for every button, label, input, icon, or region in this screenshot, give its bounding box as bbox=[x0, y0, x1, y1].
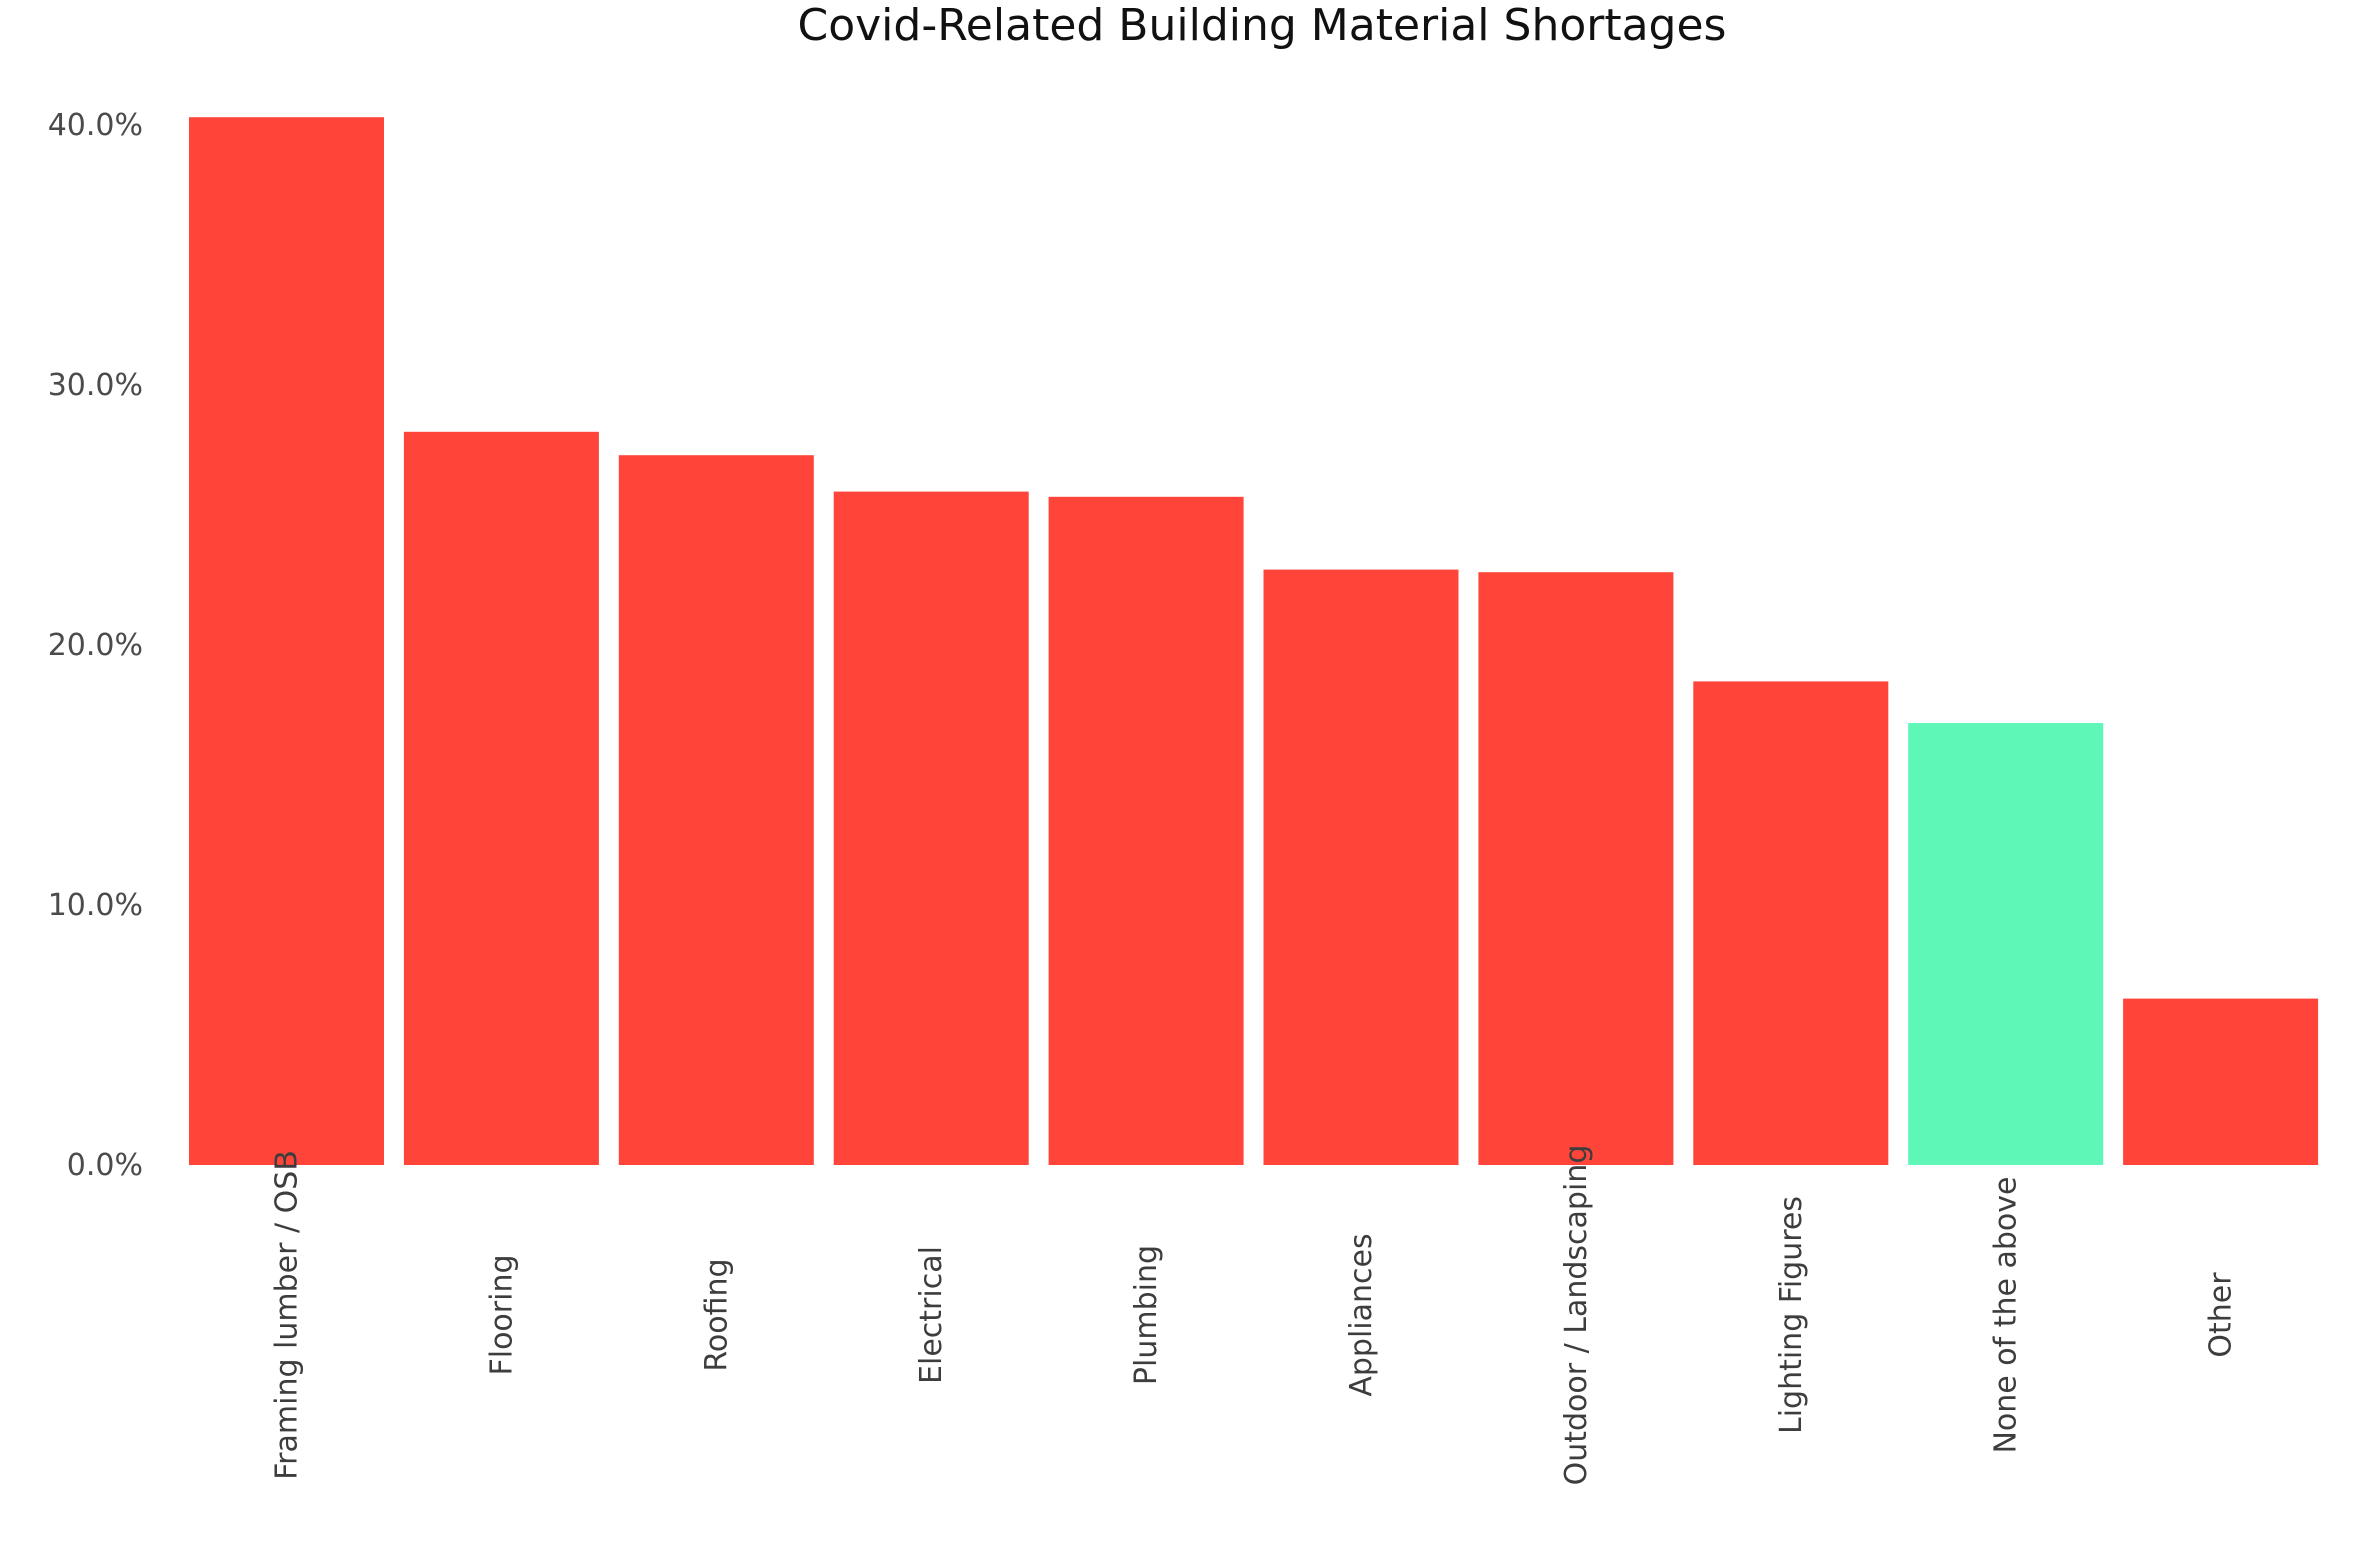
y-tick-label: 0.0% bbox=[67, 1148, 143, 1183]
x-category-label: Flooring bbox=[484, 1254, 519, 1375]
x-axis-labels: Framing lumber / OSB Flooring Roofing Elect… bbox=[270, 1145, 2239, 1486]
y-axis: 0.0% 10.0% 20.0% 30.0% 40.0% bbox=[48, 108, 143, 1183]
bar bbox=[618, 455, 814, 1165]
bar bbox=[2123, 998, 2319, 1165]
y-tick-label: 10.0% bbox=[48, 888, 143, 923]
y-tick-label: 30.0% bbox=[48, 368, 143, 403]
bar bbox=[1263, 569, 1459, 1165]
bar bbox=[1048, 496, 1244, 1165]
x-category-label: Roofing bbox=[699, 1258, 734, 1371]
x-category-label: Other bbox=[2204, 1272, 2239, 1358]
bars-group bbox=[189, 117, 2319, 1166]
x-category-label: Outdoor / Landscaping bbox=[1559, 1145, 1594, 1486]
x-category-label: None of the above bbox=[1989, 1176, 2024, 1453]
x-category-label: Lighting Figures bbox=[1774, 1196, 1809, 1434]
bar bbox=[1908, 723, 2104, 1165]
x-category-label: Plumbing bbox=[1129, 1245, 1164, 1385]
bar bbox=[1693, 681, 1889, 1165]
x-category-label: Appliances bbox=[1344, 1233, 1379, 1396]
bar bbox=[403, 431, 599, 1165]
bar bbox=[189, 117, 384, 1166]
bar bbox=[1478, 572, 1674, 1165]
bar bbox=[833, 491, 1029, 1166]
x-category-label: Electrical bbox=[914, 1246, 949, 1384]
y-tick-label: 40.0% bbox=[48, 108, 143, 143]
y-tick-label: 20.0% bbox=[48, 628, 143, 663]
chart-title: Covid-Related Building Material Shortage… bbox=[798, 0, 1727, 51]
x-category-label: Framing lumber / OSB bbox=[270, 1150, 305, 1480]
